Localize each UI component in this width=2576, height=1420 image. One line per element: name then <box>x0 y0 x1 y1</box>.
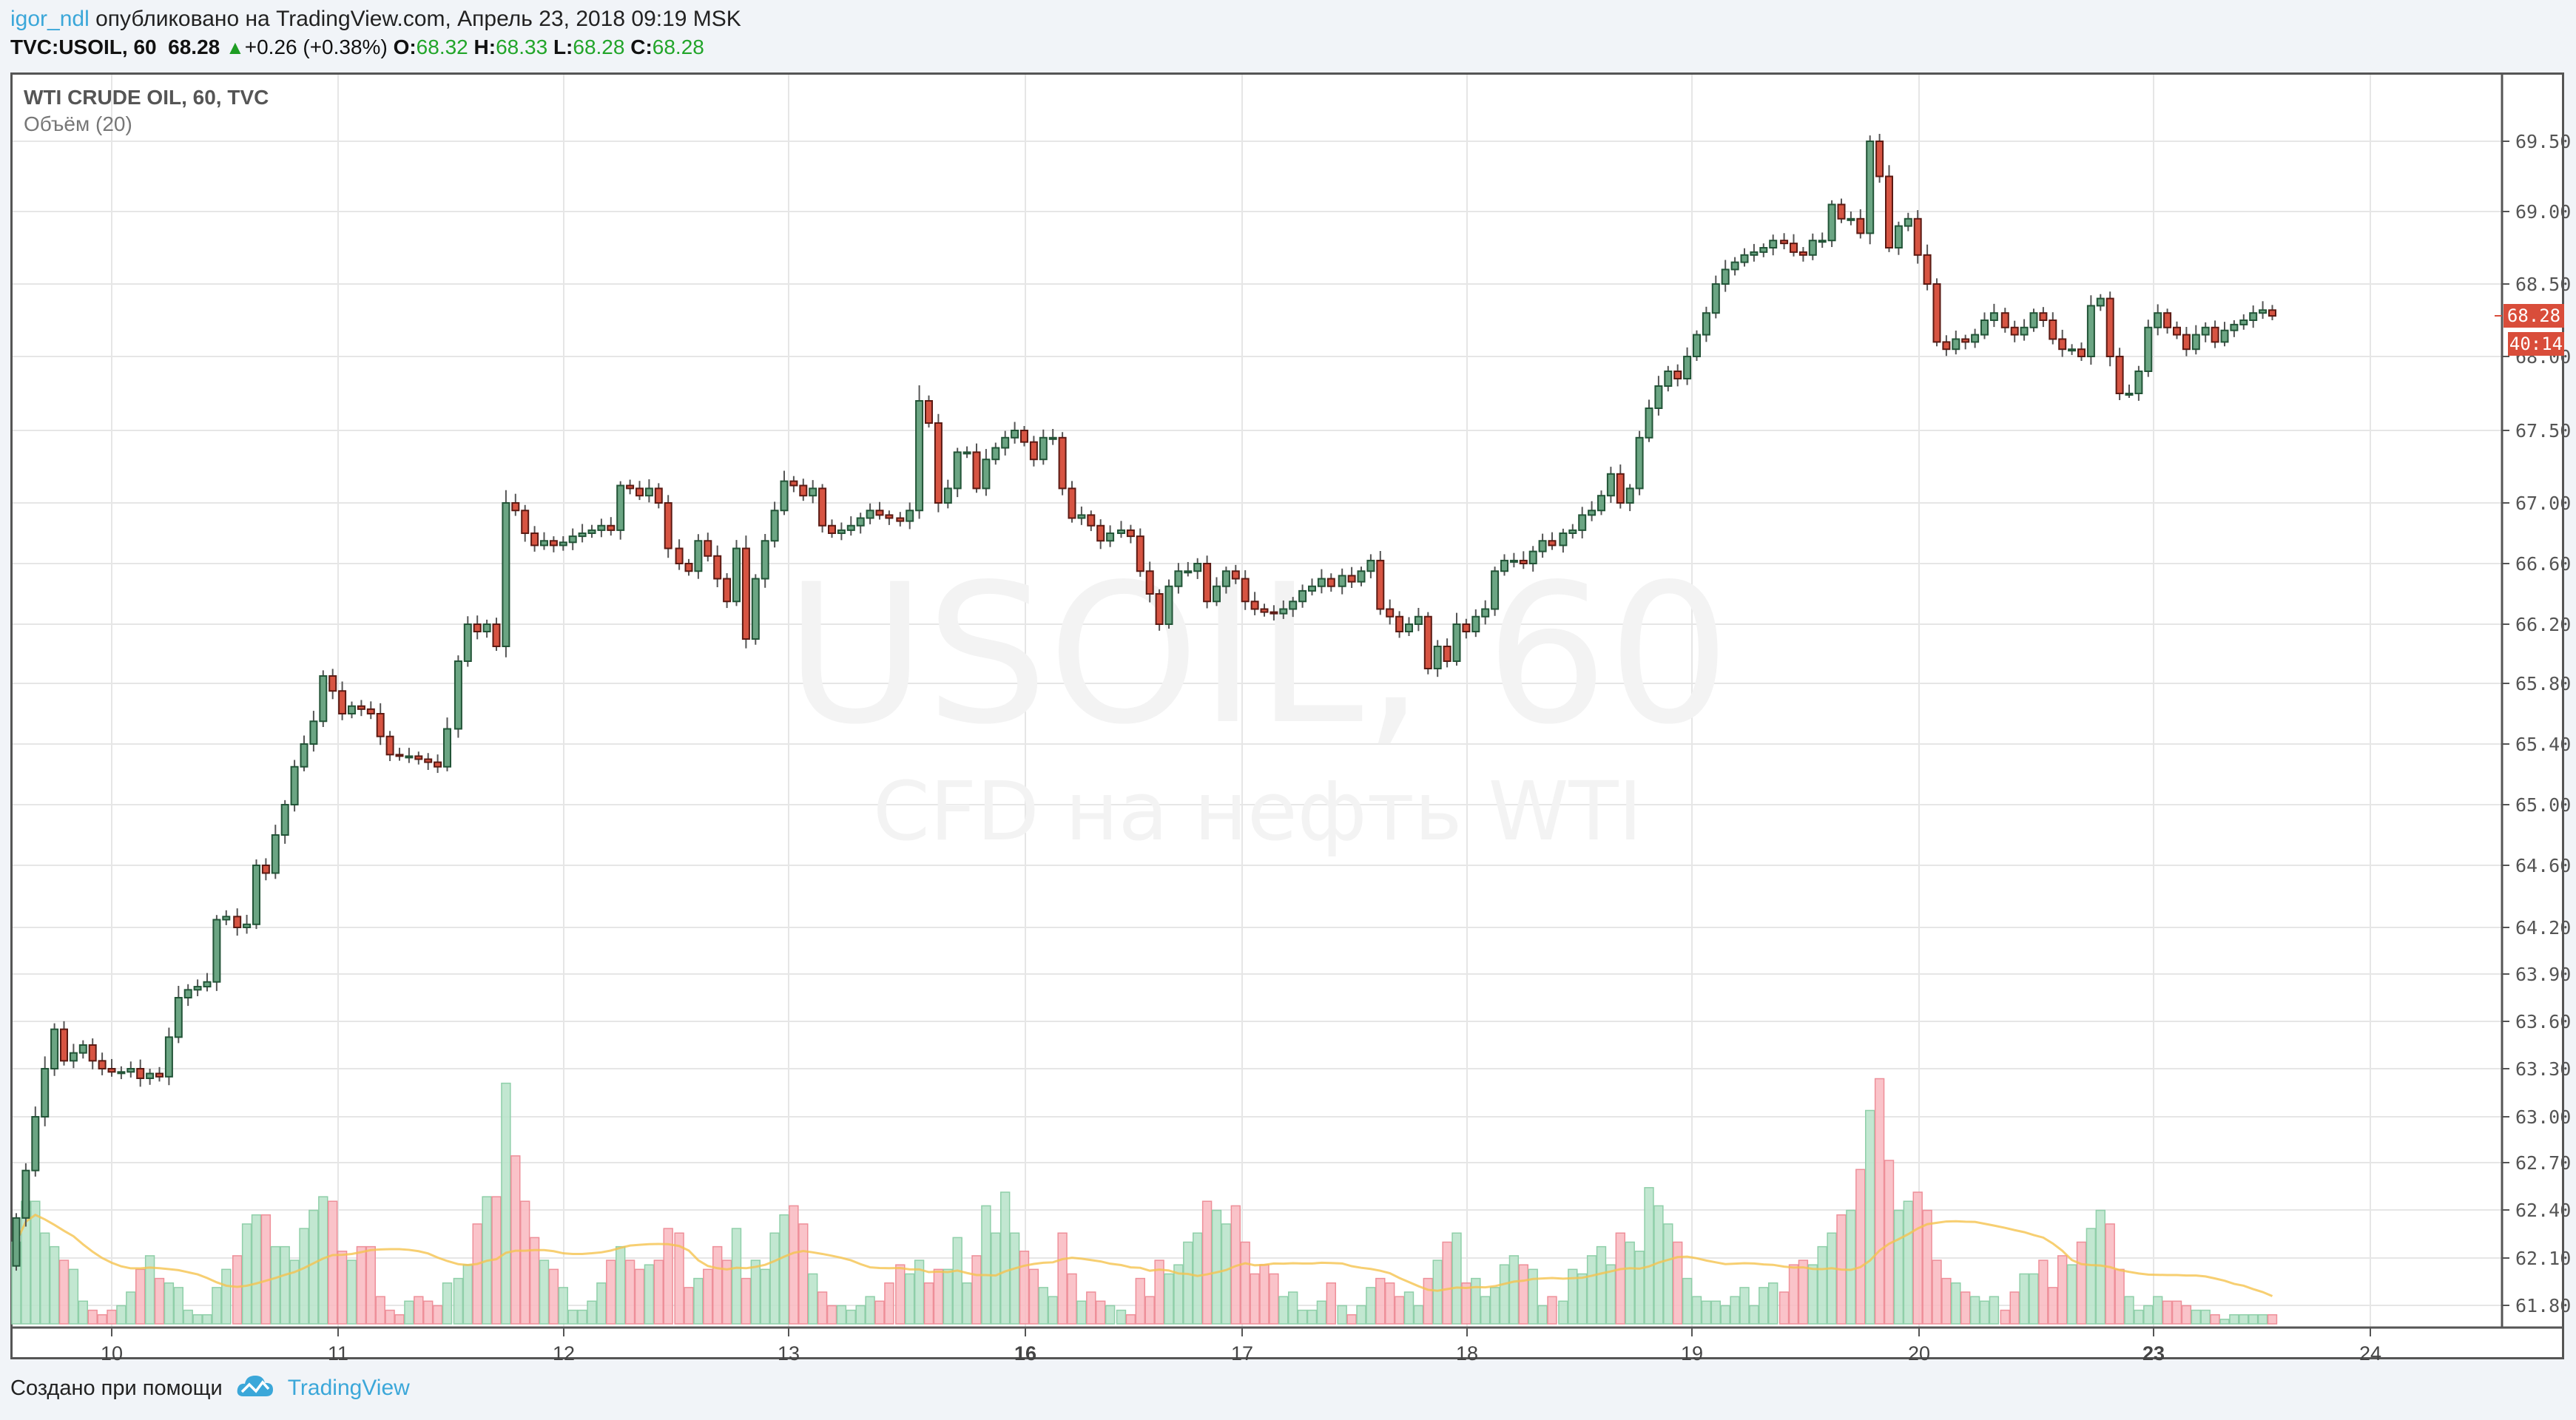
tradingview-cloud-icon <box>236 1373 274 1404</box>
svg-text:23: 23 <box>2142 1342 2165 1365</box>
tradingview-link[interactable]: TradingView <box>287 1376 410 1400</box>
volume-legend[interactable]: Объём (20) <box>24 112 132 135</box>
svg-text:67.50: 67.50 <box>2515 420 2571 442</box>
svg-text:CFD на нефть WTI: CFD на нефть WTI <box>873 764 1642 859</box>
svg-text:65.00: 65.00 <box>2515 794 2571 816</box>
change-value: +0.26 (+0.38%) <box>244 36 388 58</box>
svg-text:10: 10 <box>101 1342 123 1365</box>
svg-text:65.80: 65.80 <box>2515 673 2571 694</box>
svg-text:11: 11 <box>328 1342 348 1365</box>
low-value: 68.28 <box>573 36 625 58</box>
svg-text:63.60: 63.60 <box>2515 1011 2571 1032</box>
publish-info: igor_ndl опубликовано на TradingView.com… <box>10 4 741 34</box>
chart-frame[interactable] <box>10 72 2564 1359</box>
footer: Создано при помощи TradingView <box>10 1373 410 1404</box>
change-up-icon: ▲ <box>226 36 245 58</box>
open-label: O: <box>393 36 417 58</box>
svg-text:61.80: 61.80 <box>2515 1295 2571 1316</box>
published-text: опубликовано на TradingView.com, Апрель … <box>95 7 741 31</box>
created-with-text: Создано при помощи <box>10 1376 223 1400</box>
svg-text:69.00: 69.00 <box>2515 201 2571 223</box>
high-value: 68.33 <box>496 36 548 58</box>
svg-text:20: 20 <box>1908 1342 1930 1365</box>
symbol-label: TVC:USOIL, 60 <box>10 36 157 58</box>
series-legend[interactable]: WTI CRUDE OIL, 60, TVC <box>24 86 269 109</box>
close-label: C: <box>630 36 653 58</box>
close-value: 68.28 <box>652 36 704 58</box>
svg-text:17: 17 <box>1231 1342 1253 1365</box>
svg-text:24: 24 <box>2359 1342 2381 1365</box>
svg-text:65.40: 65.40 <box>2515 734 2571 755</box>
svg-text:16: 16 <box>1014 1342 1036 1365</box>
svg-text:68.50: 68.50 <box>2515 274 2571 295</box>
symbol-quote-line: TVC:USOIL, 60 68.28 ▲+0.26 (+0.38%) O:68… <box>10 33 704 62</box>
svg-text:69.50: 69.50 <box>2515 131 2571 152</box>
last-price: 68.28 <box>168 36 220 58</box>
svg-text:62.40: 62.40 <box>2515 1200 2571 1221</box>
svg-text:63.30: 63.30 <box>2515 1058 2571 1080</box>
svg-text:64.60: 64.60 <box>2515 855 2571 876</box>
svg-text:19: 19 <box>1681 1342 1703 1365</box>
svg-text:62.10: 62.10 <box>2515 1248 2571 1269</box>
svg-text:13: 13 <box>778 1342 800 1365</box>
svg-text:63.00: 63.00 <box>2515 1106 2571 1128</box>
svg-text:64.20: 64.20 <box>2515 917 2571 939</box>
svg-text:66.20: 66.20 <box>2515 614 2571 635</box>
svg-text:USOIL, 60: USOIL, 60 <box>785 544 1730 767</box>
svg-text:12: 12 <box>553 1342 575 1365</box>
svg-text:67.00: 67.00 <box>2515 493 2571 514</box>
low-label: L: <box>553 36 573 58</box>
high-label: H: <box>473 36 496 58</box>
last-price-tag: 68.28 <box>2503 304 2564 328</box>
svg-text:62.70: 62.70 <box>2515 1152 2571 1174</box>
svg-text:63.90: 63.90 <box>2515 964 2571 985</box>
open-value: 68.32 <box>416 36 468 58</box>
author-link[interactable]: igor_ndl <box>10 7 90 31</box>
svg-text:18: 18 <box>1456 1342 1478 1365</box>
svg-text:66.60: 66.60 <box>2515 553 2571 575</box>
bar-countdown-tag: 40:14 <box>2508 332 2564 356</box>
